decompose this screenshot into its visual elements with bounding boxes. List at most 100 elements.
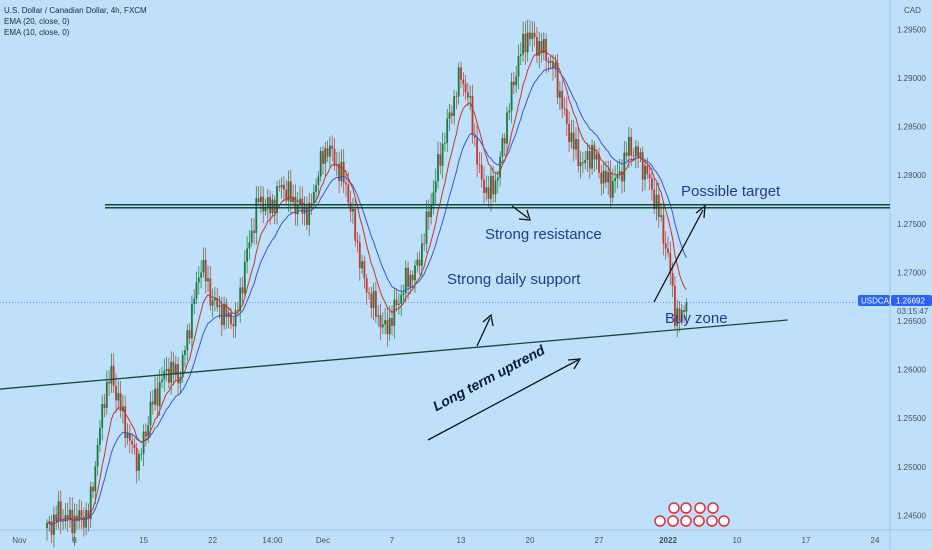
flag-icon	[654, 515, 666, 527]
candle	[172, 352, 175, 386]
candle	[324, 141, 327, 176]
candle	[278, 179, 281, 192]
candle	[600, 164, 603, 196]
candle	[223, 296, 225, 330]
candle	[345, 170, 347, 197]
x-tick-label: Nov	[12, 536, 26, 545]
candle	[243, 250, 246, 298]
candle	[66, 502, 69, 532]
x-tick-label: 27	[595, 536, 604, 545]
candle	[76, 504, 78, 530]
x-tick-label: 17	[802, 536, 811, 545]
candle	[418, 251, 421, 275]
candle	[361, 254, 363, 275]
y-tick-label: 1.26000	[897, 366, 926, 375]
ema-20-line	[46, 67, 687, 525]
candle	[651, 167, 653, 201]
x-tick-label: Dec	[316, 536, 330, 545]
candle	[156, 376, 159, 419]
resistance-arrowhead-icon	[518, 209, 531, 221]
candle	[271, 194, 274, 218]
candle	[352, 198, 354, 224]
candle	[253, 218, 255, 245]
strong-resistance-label: Strong resistance	[485, 226, 602, 243]
flag-icon	[693, 515, 705, 527]
candle	[154, 376, 156, 411]
candle	[644, 158, 646, 191]
candle	[126, 423, 129, 445]
candle	[239, 277, 242, 323]
candle	[476, 125, 478, 178]
uptrend-arrowhead-icon	[567, 358, 582, 370]
candle	[354, 198, 357, 247]
candle	[94, 460, 97, 504]
candle	[69, 497, 71, 528]
candle	[57, 491, 60, 530]
candle	[469, 85, 472, 111]
candle	[101, 394, 104, 441]
resistance-line	[105, 203, 890, 209]
candle	[209, 265, 212, 311]
candle	[453, 90, 455, 125]
candle	[377, 304, 380, 327]
candle	[145, 423, 147, 447]
candle	[365, 274, 368, 305]
candle	[117, 380, 120, 410]
candle	[407, 261, 409, 300]
candle	[586, 143, 589, 173]
strong-daily-support-label: Strong daily support	[447, 271, 581, 288]
symbol-tag	[858, 295, 890, 306]
candle	[501, 133, 504, 165]
candle	[138, 449, 140, 481]
candle	[319, 147, 322, 182]
candle	[232, 318, 235, 339]
candle	[526, 19, 529, 62]
y-tick-label: 1.27500	[897, 220, 926, 229]
x-tick-label: 10	[733, 536, 742, 545]
candle	[110, 353, 113, 393]
candle	[115, 373, 117, 413]
candle	[161, 366, 163, 389]
flag-icon	[668, 502, 680, 514]
candle	[637, 141, 639, 169]
chart-title: U.S. Dollar / Canadian Dollar, 4h, FXCM	[4, 6, 147, 15]
candle	[174, 355, 177, 381]
candle	[388, 305, 391, 341]
candle	[398, 293, 400, 315]
candle	[181, 350, 184, 383]
candle	[133, 438, 136, 455]
candle	[669, 241, 672, 285]
candle	[393, 287, 396, 339]
candle	[513, 71, 515, 95]
candle	[540, 33, 543, 63]
candle	[662, 202, 665, 256]
candle	[384, 307, 386, 335]
candle	[538, 31, 541, 69]
y-tick-label: 1.27000	[897, 268, 926, 277]
candle	[55, 505, 58, 530]
event-flags	[654, 502, 730, 527]
candle	[444, 132, 446, 152]
candle	[487, 176, 490, 207]
candle	[515, 65, 518, 93]
candle	[89, 481, 92, 528]
candle	[625, 141, 628, 162]
candle	[59, 490, 62, 535]
candle	[614, 165, 616, 194]
y-tick-label: 1.29500	[897, 25, 926, 34]
bar-countdown: 03:15:47	[897, 307, 929, 316]
candle	[135, 443, 138, 484]
candle	[381, 312, 384, 334]
candle	[280, 177, 283, 199]
y-tick-label: 1.28000	[897, 171, 926, 180]
candle	[561, 80, 564, 119]
x-tick-label: 7	[390, 536, 395, 545]
x-tick-label: 13	[457, 536, 466, 545]
candle	[579, 151, 582, 179]
candle	[246, 236, 248, 274]
price-tag	[891, 295, 932, 306]
candle	[99, 419, 101, 453]
candle	[103, 393, 106, 418]
candle	[128, 424, 131, 454]
